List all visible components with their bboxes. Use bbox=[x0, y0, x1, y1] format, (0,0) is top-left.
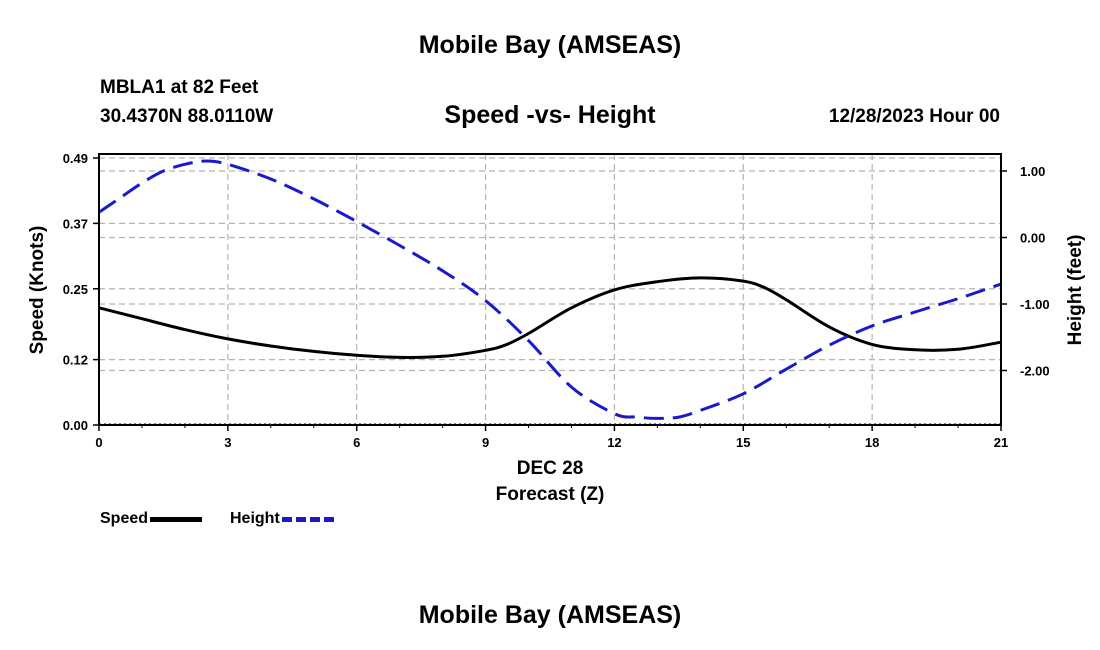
y2-tick-label: 1.00 bbox=[1020, 164, 1045, 179]
station-coordinates: 30.4370N 88.0110W bbox=[100, 106, 274, 127]
y-tick-label: 0.00 bbox=[63, 418, 88, 433]
footer-title: Mobile Bay (AMSEAS) bbox=[418, 601, 682, 629]
x-tick-label: 0 bbox=[95, 435, 102, 450]
plot-frame bbox=[98, 153, 1002, 426]
legend-speed: Speed bbox=[100, 510, 203, 528]
x-axis-title: Forecast (Z) bbox=[496, 484, 605, 505]
legend-height: Height bbox=[230, 510, 334, 528]
y-tick-label: 0.37 bbox=[63, 216, 88, 231]
forecast-datetime: 12/28/2023 Hour 00 bbox=[828, 106, 1000, 127]
y-axis-title: Speed (Knots) bbox=[27, 226, 48, 355]
legend-speed-label: Speed bbox=[100, 510, 149, 527]
tick-marks: 0 3 6 9 12 15 18 21 0.00 0.12 0.25 0.37 0.49 1.00 0.00… bbox=[63, 151, 1050, 450]
y-tick-label: 0.25 bbox=[63, 282, 88, 297]
series-line-speed bbox=[98, 276, 1002, 359]
y2-tick-label: 0.00 bbox=[1020, 231, 1045, 246]
series-line-height bbox=[98, 159, 1002, 420]
chart-title: Speed -vs- Height bbox=[444, 101, 656, 129]
y-tick-label: 0.49 bbox=[63, 151, 88, 166]
legend-speed-swatch bbox=[150, 516, 203, 522]
x-tick-label: 9 bbox=[482, 435, 489, 450]
x-sublabel: DEC 28 bbox=[517, 458, 584, 479]
x-tick-label: 3 bbox=[224, 435, 231, 450]
series-layer bbox=[98, 159, 1002, 420]
y2-axis-title: Height (feet) bbox=[1065, 235, 1086, 346]
x-tick-label: 6 bbox=[353, 435, 360, 450]
y2-tick-label: -2.00 bbox=[1020, 364, 1050, 379]
main-title: Mobile Bay (AMSEAS) bbox=[418, 31, 682, 59]
legend-height-swatch bbox=[281, 516, 334, 522]
legend-height-label: Height bbox=[230, 510, 280, 527]
grid-lines bbox=[99, 154, 1001, 425]
y2-tick-label: -1.00 bbox=[1020, 297, 1050, 312]
x-tick-label: 12 bbox=[607, 435, 621, 450]
station-label: MBLA1 at 82 Feet bbox=[100, 77, 259, 98]
y-tick-label: 0.12 bbox=[63, 353, 88, 368]
x-tick-label: 21 bbox=[994, 435, 1008, 450]
x-tick-label: 15 bbox=[736, 435, 750, 450]
x-tick-label: 18 bbox=[865, 435, 879, 450]
